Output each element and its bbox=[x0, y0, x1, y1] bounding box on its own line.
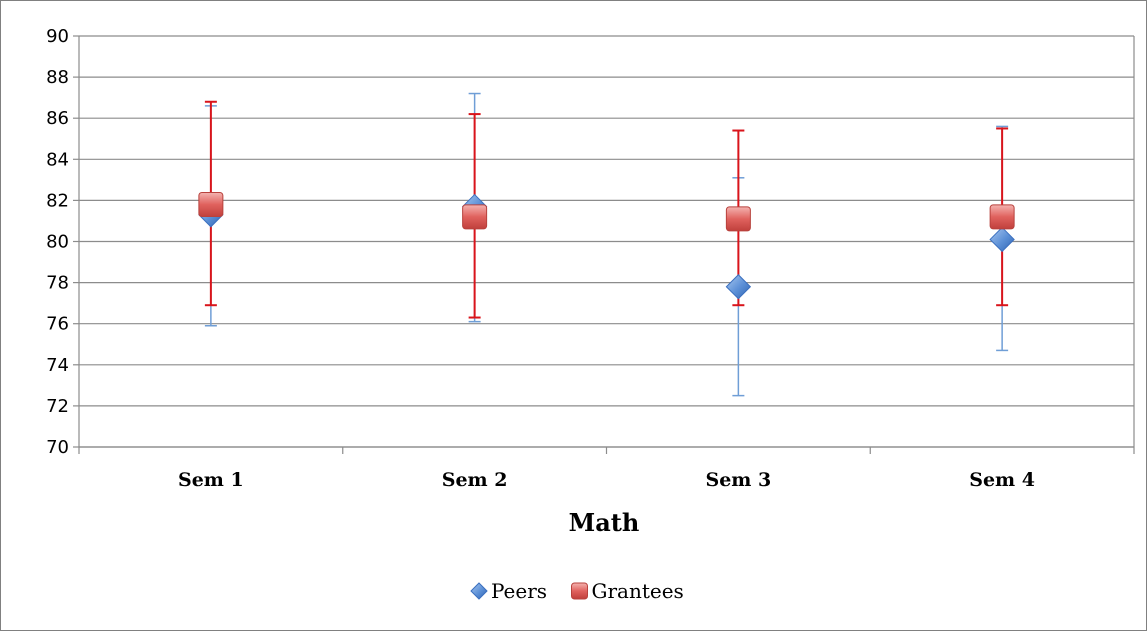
data-markers bbox=[198, 192, 1015, 300]
legend-square-icon bbox=[571, 582, 588, 600]
gridlines bbox=[79, 35, 1134, 448]
y-tick-label: 82 bbox=[46, 190, 69, 211]
data-point-peers bbox=[989, 226, 1015, 253]
y-tick-label: 80 bbox=[46, 232, 69, 253]
y-tick-label: 78 bbox=[46, 273, 69, 294]
y-tick-label: 86 bbox=[46, 108, 69, 129]
x-category-label: Sem 3 bbox=[706, 469, 772, 491]
y-tick-label: 72 bbox=[46, 396, 69, 417]
x-category-label: Sem 2 bbox=[442, 469, 508, 491]
legend-label: Grantees bbox=[592, 579, 684, 603]
y-tick-label: 74 bbox=[46, 355, 69, 376]
data-point-peers bbox=[725, 274, 752, 300]
y-tick-label: 84 bbox=[46, 149, 69, 170]
data-point-grantees bbox=[989, 204, 1015, 230]
x-axis-title: Math bbox=[569, 508, 640, 537]
y-axis-ticks: 70 72 74 76 78 80 82 84 86 88 90 bbox=[46, 26, 79, 458]
legend-item-peers: Peers bbox=[470, 579, 547, 603]
y-tick-label: 70 bbox=[46, 437, 69, 458]
y-tick-label: 88 bbox=[46, 67, 69, 88]
error-bars bbox=[204, 92, 1009, 397]
data-point-grantees bbox=[198, 192, 224, 218]
legend-item-grantees: Grantees bbox=[571, 579, 684, 603]
data-point-grantees bbox=[725, 206, 751, 232]
legend-diamond-icon bbox=[470, 582, 488, 600]
legend: Peers Grantees bbox=[470, 579, 684, 603]
x-axis-categories: Sem 1 Sem 2 Sem 3 Sem 4 bbox=[78, 447, 1135, 491]
x-category-label: Sem 4 bbox=[969, 469, 1035, 491]
y-tick-label: 90 bbox=[46, 26, 69, 47]
data-point-grantees bbox=[462, 204, 488, 230]
x-category-label: Sem 1 bbox=[178, 469, 244, 491]
y-tick-label: 76 bbox=[46, 314, 69, 335]
legend-label: Peers bbox=[491, 579, 547, 603]
